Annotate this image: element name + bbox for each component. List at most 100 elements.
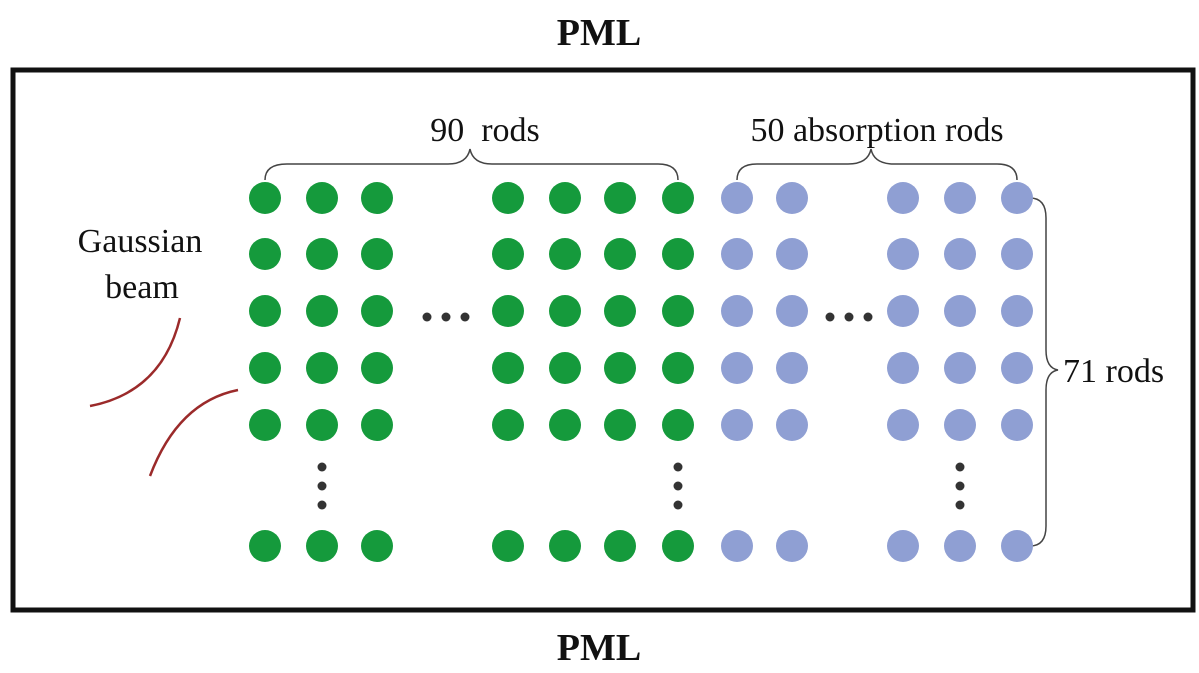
domain-border <box>10 67 1196 613</box>
ellipsis-dot <box>955 481 965 491</box>
absorption-brace <box>736 148 1018 181</box>
absorption-rod <box>721 352 753 384</box>
absorption-rod <box>1001 182 1033 214</box>
rows-count-label: 71 rods <box>1063 353 1164 390</box>
ellipsis-dot <box>673 481 683 491</box>
absorption-rod <box>721 238 753 270</box>
ellipsis-dot <box>863 312 873 322</box>
rod <box>549 352 581 384</box>
rod <box>662 409 694 441</box>
rod <box>604 530 636 562</box>
ellipsis-dot <box>955 462 965 472</box>
rod <box>361 238 393 270</box>
rod <box>306 409 338 441</box>
ellipsis-dot <box>825 312 835 322</box>
rod <box>604 352 636 384</box>
ellipsis-dot <box>422 312 432 322</box>
rod <box>492 182 524 214</box>
rod <box>604 409 636 441</box>
rod <box>492 295 524 327</box>
rod <box>306 530 338 562</box>
rod <box>249 530 281 562</box>
ellipsis-dot <box>955 500 965 510</box>
absorption-rod <box>721 409 753 441</box>
rod <box>549 182 581 214</box>
absorption-rod <box>944 295 976 327</box>
rod <box>306 238 338 270</box>
ellipsis-dot <box>317 481 327 491</box>
absorption-rod <box>887 238 919 270</box>
rod <box>662 295 694 327</box>
rod <box>604 182 636 214</box>
absorption-rod <box>721 530 753 562</box>
rod-lattice <box>249 182 694 562</box>
beam-wavefront-outer <box>89 317 182 408</box>
absorption-rod <box>776 238 808 270</box>
absorption-rod <box>944 409 976 441</box>
pml-top-label: PML <box>557 12 641 54</box>
ellipsis-dot <box>317 500 327 510</box>
rod <box>361 409 393 441</box>
rod <box>492 238 524 270</box>
rods-brace <box>264 148 679 181</box>
rod <box>361 530 393 562</box>
rod <box>549 238 581 270</box>
absorption-rod <box>887 295 919 327</box>
rod <box>306 295 338 327</box>
ellipsis-dot <box>673 462 683 472</box>
ellipsis-dot <box>317 462 327 472</box>
rod <box>492 352 524 384</box>
absorption-rod <box>776 409 808 441</box>
absorption-rod <box>776 182 808 214</box>
rods-count-label: 90 rods <box>430 112 540 149</box>
rod <box>249 238 281 270</box>
absorption-rod <box>721 295 753 327</box>
rod <box>306 182 338 214</box>
beam-label: beam <box>105 269 179 306</box>
rod <box>249 182 281 214</box>
rod <box>662 352 694 384</box>
beam-wavefront-inner <box>148 388 239 477</box>
ellipsis-dot <box>460 312 470 322</box>
rod <box>249 409 281 441</box>
absorption-rod <box>944 352 976 384</box>
absorption-rod <box>776 295 808 327</box>
rod <box>549 530 581 562</box>
rod <box>662 182 694 214</box>
ellipsis-dot <box>673 500 683 510</box>
absorption-rod <box>1001 530 1033 562</box>
absorption-rod <box>1001 238 1033 270</box>
rod <box>361 295 393 327</box>
absorption-rods-label: 50 absorption rods <box>750 112 1003 149</box>
rod <box>549 295 581 327</box>
rod <box>604 295 636 327</box>
rod <box>361 182 393 214</box>
absorption-rod <box>1001 352 1033 384</box>
gaussian-label: Gaussian <box>78 223 203 260</box>
absorption-rod <box>776 352 808 384</box>
absorption-rod <box>887 409 919 441</box>
absorption-rod <box>944 182 976 214</box>
rod <box>249 295 281 327</box>
ellipsis-markers <box>317 312 965 510</box>
rod <box>662 530 694 562</box>
absorption-rod <box>944 530 976 562</box>
rod <box>361 352 393 384</box>
ellipsis-dot <box>441 312 451 322</box>
rod <box>492 530 524 562</box>
absorption-rod <box>944 238 976 270</box>
rod <box>604 238 636 270</box>
rod <box>306 352 338 384</box>
rod <box>662 238 694 270</box>
pml-bottom-label: PML <box>557 627 641 669</box>
absorption-rod <box>1001 409 1033 441</box>
rod <box>492 409 524 441</box>
rod <box>249 352 281 384</box>
absorption-rod <box>776 530 808 562</box>
rod <box>549 409 581 441</box>
absorption-rod <box>1001 295 1033 327</box>
absorption-rod <box>887 352 919 384</box>
absorption-rod-lattice <box>721 182 1033 562</box>
absorption-rod <box>887 182 919 214</box>
